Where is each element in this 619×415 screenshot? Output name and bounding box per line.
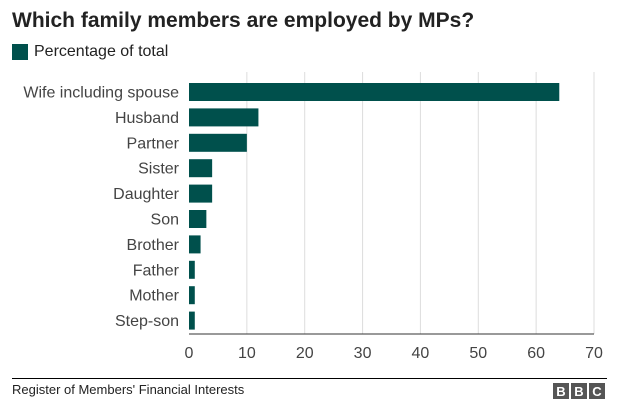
category-label: Daughter (113, 186, 179, 203)
x-tick-label: 70 (585, 345, 603, 362)
category-label: Husband (115, 110, 179, 127)
bar (189, 83, 560, 101)
chart-title: Which family members are employed by MPs… (12, 9, 475, 32)
category-label: Son (151, 212, 179, 229)
source-note: Register of Members' Financial Interests (12, 382, 245, 397)
bbc-logo-letter-1: B (553, 383, 569, 399)
category-label: Partner (127, 135, 180, 152)
category-label: Wife including spouse (23, 85, 179, 102)
bar (189, 235, 201, 254)
legend: Percentage of total (12, 43, 168, 61)
category-label: Mother (129, 288, 179, 305)
bar (189, 260, 195, 279)
bar (189, 159, 213, 178)
x-tick-label: 60 (527, 345, 545, 362)
bar (189, 133, 247, 152)
bar (189, 210, 207, 228)
footer-divider (12, 378, 607, 379)
bar-chart: 0 10 20 30 40 50 60 70 Wife including spouse Husb… (23, 72, 603, 362)
bar (189, 184, 213, 203)
x-tick-label: 30 (354, 345, 372, 362)
category-label: Brother (127, 237, 180, 254)
x-tick-label: 10 (238, 345, 256, 362)
x-tick-label: 40 (412, 345, 430, 362)
bbc-logo-letter-2: B (571, 383, 587, 399)
category-label: Father (133, 262, 180, 279)
category-label: Sister (138, 161, 180, 178)
x-tick-label: 50 (469, 345, 487, 362)
x-tick-label: 0 (185, 345, 194, 362)
bbc-logo-letter-3: C (589, 383, 605, 399)
legend-label: Percentage of total (34, 43, 169, 60)
bbc-logo: B B C (553, 383, 605, 399)
category-label: Step-son (115, 313, 179, 330)
bar (189, 108, 259, 127)
x-tick-label: 20 (296, 345, 314, 362)
bar (189, 311, 195, 330)
legend-swatch (12, 44, 28, 60)
bar (189, 286, 195, 305)
